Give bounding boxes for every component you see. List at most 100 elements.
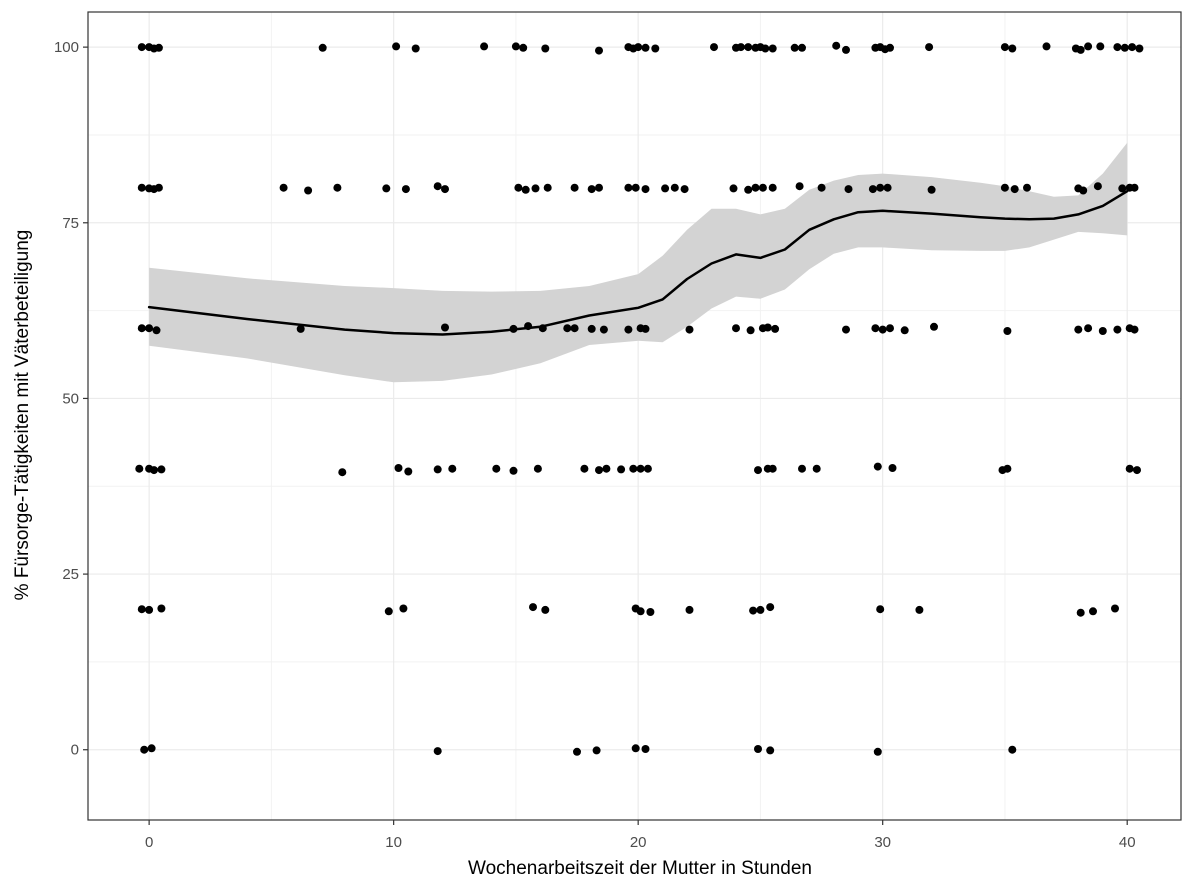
data-point xyxy=(930,322,938,331)
smooth-line xyxy=(147,189,1129,336)
data-point xyxy=(925,43,934,52)
data-point xyxy=(763,323,772,332)
data-point xyxy=(832,41,841,50)
data-point xyxy=(670,183,679,192)
data-point xyxy=(382,184,391,193)
data-point xyxy=(1076,45,1085,54)
data-point xyxy=(1128,43,1137,52)
data-point xyxy=(631,744,640,753)
x-tick-label: 0 xyxy=(145,834,153,851)
data-point xyxy=(514,183,523,192)
data-point xyxy=(595,466,603,475)
data-point xyxy=(595,46,603,55)
data-point xyxy=(1113,43,1122,52)
data-point xyxy=(685,605,694,614)
confidence-band xyxy=(149,142,1128,383)
data-points xyxy=(135,41,1144,756)
data-point xyxy=(617,465,626,474)
data-point xyxy=(1084,42,1093,51)
data-point xyxy=(744,185,753,194)
data-point xyxy=(873,747,882,756)
data-point xyxy=(680,185,689,194)
data-point xyxy=(886,324,894,333)
data-point xyxy=(729,184,738,193)
data-point xyxy=(758,183,767,192)
data-point xyxy=(710,43,718,52)
data-point xyxy=(157,604,166,613)
data-point xyxy=(433,465,442,474)
data-point xyxy=(433,182,442,191)
data-point xyxy=(798,464,806,473)
data-point xyxy=(624,325,633,334)
data-point xyxy=(1008,44,1017,53)
data-point xyxy=(531,184,540,193)
data-point xyxy=(401,185,410,194)
data-point xyxy=(661,184,670,193)
data-point xyxy=(641,324,650,333)
data-point xyxy=(1113,325,1122,334)
data-point xyxy=(147,744,156,753)
data-point xyxy=(157,465,166,474)
data-point xyxy=(641,185,650,194)
panel-background xyxy=(88,12,1181,820)
data-point xyxy=(150,466,158,475)
data-point xyxy=(1074,325,1083,334)
data-point xyxy=(524,322,533,331)
data-point xyxy=(1111,604,1119,613)
data-point xyxy=(842,325,850,334)
data-point xyxy=(754,745,762,753)
data-point xyxy=(333,183,342,192)
data-point xyxy=(878,325,887,334)
data-point xyxy=(1130,183,1139,192)
data-point xyxy=(771,324,780,333)
data-point xyxy=(1008,745,1017,754)
data-point xyxy=(543,183,552,192)
data-point xyxy=(580,464,589,473)
data-point xyxy=(1125,464,1134,473)
data-point xyxy=(749,606,758,615)
data-point xyxy=(915,605,924,614)
data-point xyxy=(1118,184,1127,193)
data-point xyxy=(140,745,149,754)
data-point xyxy=(441,185,449,194)
data-point xyxy=(448,464,457,473)
data-point xyxy=(790,43,799,52)
data-point xyxy=(587,185,596,194)
data-point xyxy=(768,464,777,473)
data-point xyxy=(1076,608,1085,617)
data-point xyxy=(1098,327,1107,335)
data-point xyxy=(587,324,596,333)
data-point xyxy=(876,183,885,192)
data-point xyxy=(643,464,652,473)
data-point xyxy=(441,323,449,332)
panel-frame xyxy=(87,11,1182,821)
data-point xyxy=(871,324,880,333)
data-point xyxy=(519,43,528,52)
data-point xyxy=(766,603,775,612)
data-point xyxy=(1000,183,1009,192)
data-point xyxy=(399,604,408,613)
data-point xyxy=(137,43,146,52)
y-axis-title: % Fürsorge-Tätigkeiten mit Väterbeteilig… xyxy=(12,230,33,601)
data-point xyxy=(746,326,755,335)
data-point xyxy=(602,464,611,473)
data-point xyxy=(573,747,581,756)
data-point xyxy=(1133,466,1141,475)
axes: 0 10 20 30 40 0 25 50 75 100 xyxy=(54,39,1136,851)
data-point xyxy=(1042,42,1051,51)
data-point xyxy=(480,42,489,51)
data-point xyxy=(798,43,806,52)
data-point xyxy=(641,43,650,52)
data-point xyxy=(1084,324,1093,333)
data-point xyxy=(1003,327,1012,335)
data-point xyxy=(137,324,146,333)
data-point xyxy=(384,607,393,616)
data-point xyxy=(873,462,882,471)
data-point xyxy=(651,44,660,53)
x-tick-label: 40 xyxy=(1119,834,1136,851)
data-point xyxy=(135,464,144,473)
data-point xyxy=(1096,42,1105,51)
smooth-trend-line xyxy=(147,189,1129,336)
data-point xyxy=(570,324,579,333)
data-point xyxy=(152,326,161,335)
